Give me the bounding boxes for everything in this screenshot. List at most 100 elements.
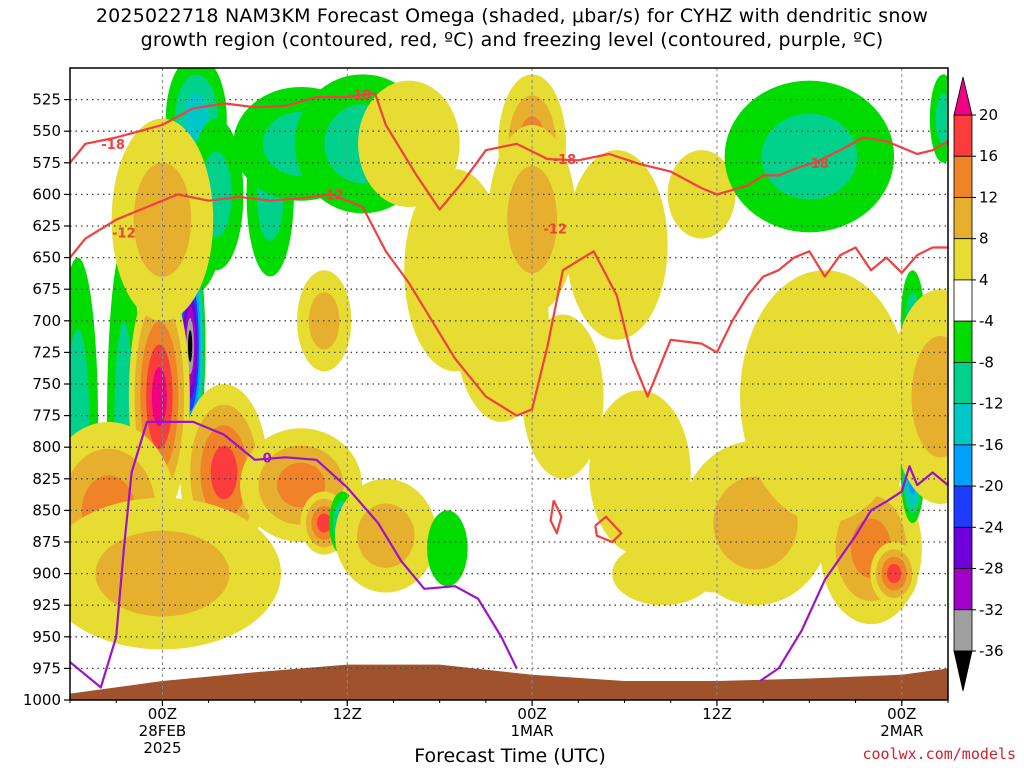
x-tick-label: 12Z <box>333 705 362 723</box>
colorbar-label: -32 <box>979 601 1004 619</box>
y-tick-label: 925 <box>32 596 61 614</box>
freezing-level-contour <box>70 420 518 689</box>
y-tick-label: 525 <box>32 91 61 109</box>
chart-title-line1: 2025022718 NAM3KM Forecast Omega (shaded… <box>95 5 929 27</box>
colorbar-swatch <box>953 568 973 611</box>
omega-cell <box>870 542 918 606</box>
y-tick-label: 650 <box>32 249 61 267</box>
contour-label: 0 <box>263 451 272 466</box>
y-tick-label: 775 <box>32 407 61 425</box>
omega-band <box>522 314 604 479</box>
y-tick-label: 950 <box>32 628 61 646</box>
x-tick-label: 12Z <box>702 705 731 723</box>
x-tick-label: 2MAR <box>880 722 923 740</box>
y-tick-label: 600 <box>32 185 61 203</box>
y-tick-label: 850 <box>32 501 61 519</box>
contour-label: -18 <box>101 138 125 153</box>
dgz-contour-line <box>70 92 948 211</box>
x-tick-label: 28FEB <box>139 722 186 740</box>
y-tick-label: 575 <box>32 154 61 172</box>
colorbar-swatch <box>953 485 973 528</box>
credit-link[interactable]: coolwx.com/models <box>862 745 1016 763</box>
omega-band <box>761 113 858 200</box>
y-tick-label: 1000 <box>23 691 61 709</box>
y-tick-label: 975 <box>32 659 61 677</box>
colorbar-max-arrow <box>953 76 973 116</box>
contour-label: -12 <box>320 188 344 203</box>
y-tick-label: 750 <box>32 375 61 393</box>
omega-cell <box>667 150 736 239</box>
omega-cell <box>358 80 460 208</box>
colorbar-swatch <box>953 197 973 240</box>
chart-title-line2: growth region (contoured, red, ºC) and f… <box>140 29 884 51</box>
omega-band <box>316 513 332 533</box>
omega-cell <box>889 289 948 505</box>
colorbar-label: 8 <box>979 230 989 248</box>
colorbar-swatch <box>953 444 973 487</box>
chart-title: 2025022718 NAM3KM Forecast Omega (shaded… <box>0 4 1024 52</box>
colorbar-swatch <box>953 155 973 198</box>
omega-band <box>565 150 668 340</box>
y-tick-label: 900 <box>32 565 61 583</box>
colorbar-label: -8 <box>979 353 994 371</box>
x-tick-label: 1MAR <box>511 722 554 740</box>
omega-band <box>740 270 910 524</box>
omega-band <box>427 510 468 587</box>
omega-band <box>358 80 460 208</box>
omega-cell <box>522 314 604 479</box>
colorbar-swatch <box>953 403 973 446</box>
omega-cell <box>740 270 910 524</box>
colorbar-swatch <box>953 526 973 569</box>
y-tick-label: 875 <box>32 533 61 551</box>
omega-band <box>667 150 736 239</box>
omega-band <box>151 367 167 427</box>
colorbar-swatch <box>953 361 973 405</box>
freezing-level-contour <box>759 465 948 682</box>
y-tick-label: 550 <box>32 122 61 140</box>
y-tick-label: 625 <box>32 217 61 235</box>
y-axis: 525 550 575 600 625 650 675 700 725 750 775 800 825 8… <box>23 91 70 709</box>
x-tick-label: 00Z <box>887 705 916 723</box>
colorbar-label: -12 <box>979 395 1004 413</box>
colorbar-label: -28 <box>979 560 1004 578</box>
colorbar-label: -36 <box>979 642 1004 660</box>
x-tick-label: 00Z <box>517 705 546 723</box>
contours: -18 -18 -18 -18 -12 -12 -12 0 <box>70 89 948 689</box>
colorbar-swatch <box>953 279 973 322</box>
x-tick-label: 2025 <box>143 739 181 757</box>
colorbar-label: 20 <box>979 106 998 124</box>
terrain-surface <box>70 664 948 700</box>
colorbar-label: 16 <box>979 147 998 165</box>
y-tick-label: 725 <box>32 343 61 361</box>
x-axis-label: Forecast Time (UTC) <box>414 745 606 767</box>
dgz-contour-loop <box>549 499 563 535</box>
omega-cell <box>929 74 948 163</box>
colorbar-label: -20 <box>979 477 1004 495</box>
omega-band <box>911 335 948 458</box>
contour-label: -18 <box>348 89 372 104</box>
colorbar-label: -16 <box>979 436 1004 454</box>
contour-label: -18 <box>805 157 829 172</box>
x-tick-label: 00Z <box>148 705 177 723</box>
colorbar-label: -4 <box>979 312 994 330</box>
contour-label: -12 <box>543 223 567 238</box>
colorbar-label: 12 <box>979 188 998 206</box>
omega-cell <box>565 150 668 340</box>
colorbar-label: 4 <box>979 271 989 289</box>
colorbar-swatch <box>953 609 973 652</box>
omega-band <box>886 564 902 584</box>
omega-band <box>188 330 193 362</box>
gridlines <box>70 68 948 700</box>
omega-band <box>210 445 238 500</box>
y-tick-label: 800 <box>32 438 61 456</box>
y-tick-label: 825 <box>32 470 61 488</box>
colorbar-swatch <box>953 114 973 157</box>
omega-cell <box>427 510 468 587</box>
dgz-contour-loop <box>594 515 623 544</box>
y-tick-label: 700 <box>32 312 61 330</box>
contour-label: -12 <box>112 226 136 241</box>
colorbar-min-arrow <box>953 650 973 692</box>
dgz-contour-line <box>70 193 948 417</box>
